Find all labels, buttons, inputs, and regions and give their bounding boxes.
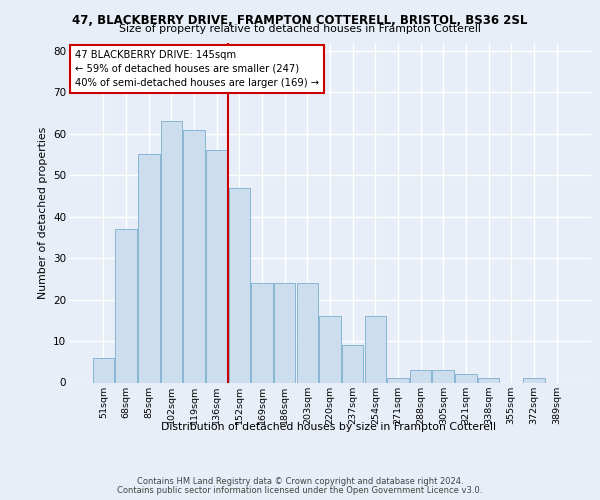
Text: 47, BLACKBERRY DRIVE, FRAMPTON COTTERELL, BRISTOL, BS36 2SL: 47, BLACKBERRY DRIVE, FRAMPTON COTTERELL… (73, 14, 527, 27)
Bar (433, 370, 454, 382)
Bar (274, 283, 295, 382)
Bar (523, 378, 545, 382)
Bar (229, 188, 250, 382)
Text: Contains HM Land Registry data © Crown copyright and database right 2024.: Contains HM Land Registry data © Crown c… (137, 477, 463, 486)
Bar (251, 283, 273, 382)
Bar (93, 358, 114, 382)
Bar (319, 316, 341, 382)
Bar (365, 316, 386, 382)
Bar (115, 229, 137, 382)
Text: Contains public sector information licensed under the Open Government Licence v3: Contains public sector information licen… (118, 486, 482, 495)
Text: Distribution of detached houses by size in Frampton Cotterell: Distribution of detached houses by size … (161, 422, 496, 432)
Text: Size of property relative to detached houses in Frampton Cotterell: Size of property relative to detached ho… (119, 24, 481, 34)
Bar (455, 374, 476, 382)
Bar (184, 130, 205, 382)
Bar (206, 150, 227, 382)
Bar (138, 154, 160, 382)
Bar (342, 345, 364, 383)
Bar (296, 283, 318, 382)
Text: 47 BLACKBERRY DRIVE: 145sqm
← 59% of detached houses are smaller (247)
40% of se: 47 BLACKBERRY DRIVE: 145sqm ← 59% of det… (75, 50, 319, 88)
Y-axis label: Number of detached properties: Number of detached properties (38, 126, 47, 298)
Bar (387, 378, 409, 382)
Bar (478, 378, 499, 382)
Bar (410, 370, 431, 382)
Bar (161, 122, 182, 382)
